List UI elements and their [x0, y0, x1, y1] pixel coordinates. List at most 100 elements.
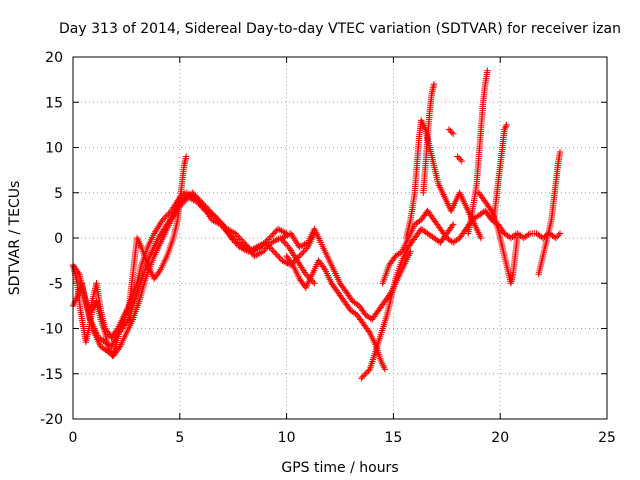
- data-point: [484, 67, 491, 74]
- series-arc-8: [379, 207, 564, 287]
- data-point: [244, 245, 251, 252]
- data-point: [265, 242, 272, 249]
- data-point: [302, 271, 310, 278]
- data-point: [272, 228, 279, 236]
- data-point: [454, 153, 461, 160]
- data-point: [259, 248, 267, 255]
- data-point: [502, 123, 510, 130]
- data-point: [282, 240, 290, 248]
- data-point: [182, 197, 189, 204]
- data-point: [556, 148, 564, 156]
- data-point: [270, 230, 277, 237]
- data-point: [361, 372, 368, 379]
- data-point: [427, 232, 434, 239]
- data-point: [354, 301, 361, 308]
- data-point: [413, 220, 420, 227]
- data-point: [381, 366, 389, 373]
- data-point: [419, 226, 426, 234]
- data-point: [443, 234, 450, 242]
- data-point: [97, 343, 104, 350]
- data-point: [365, 328, 373, 335]
- data-point: [362, 370, 369, 377]
- data-point: [392, 252, 399, 260]
- data-point: [517, 232, 524, 239]
- data-point: [536, 232, 543, 239]
- data-point: [457, 156, 464, 163]
- data-point: [160, 215, 168, 222]
- data-point: [284, 242, 291, 249]
- data-point: [501, 230, 508, 237]
- data-point: [502, 231, 510, 238]
- data-point: [361, 310, 368, 317]
- data-point: [166, 209, 174, 216]
- data-point: [272, 249, 279, 257]
- data-point: [425, 231, 433, 238]
- data-point: [320, 264, 328, 272]
- data-point: [232, 230, 239, 237]
- data-point: [362, 311, 369, 319]
- data-point: [218, 222, 226, 230]
- y-tick-label: 10: [45, 141, 63, 157]
- data-point: [270, 248, 277, 255]
- data-point: [261, 246, 268, 254]
- data-point: [450, 221, 457, 228]
- data-point: [276, 254, 283, 261]
- series-arc-17: [69, 261, 134, 359]
- data-point: [233, 231, 240, 239]
- data-point: [523, 232, 531, 239]
- x-tick-label: 5: [175, 430, 184, 446]
- series-arc-16: [535, 148, 564, 278]
- data-point: [414, 218, 422, 226]
- data-point: [349, 298, 357, 305]
- data-point: [183, 153, 190, 160]
- data-point: [358, 375, 365, 382]
- data-point: [262, 239, 269, 246]
- series-arc-15: [490, 121, 510, 224]
- data-point: [421, 228, 428, 235]
- data-point: [347, 307, 354, 314]
- data-point: [429, 233, 436, 241]
- data-point: [127, 316, 134, 323]
- y-tick-label: -10: [40, 322, 63, 338]
- data-point: [555, 231, 562, 239]
- series-arc-12: [454, 153, 465, 165]
- data-point: [525, 231, 532, 238]
- data-point: [346, 305, 353, 313]
- data-point: [274, 252, 282, 260]
- series-arc-2: [69, 194, 318, 359]
- data-point: [501, 126, 508, 133]
- data-point: [424, 230, 431, 237]
- y-tick-label: -15: [40, 367, 63, 383]
- data-point: [231, 236, 238, 243]
- data-point: [520, 234, 527, 242]
- data-point: [297, 251, 305, 258]
- data-point: [417, 225, 425, 233]
- data-point: [352, 310, 359, 317]
- series-arc-5: [279, 225, 414, 323]
- data-point: [364, 312, 371, 320]
- data-point: [217, 221, 224, 228]
- data-point: [198, 201, 206, 209]
- data-point: [224, 228, 231, 236]
- data-point: [442, 233, 449, 240]
- data-point: [391, 254, 398, 261]
- data-point: [395, 250, 402, 258]
- data-point: [159, 216, 166, 224]
- plot-frame: [72, 56, 608, 420]
- data-point: [191, 194, 198, 201]
- data-point: [242, 243, 250, 251]
- data-point: [221, 225, 228, 233]
- y-tick-label: -20: [40, 412, 63, 428]
- data-point: [514, 234, 521, 242]
- data-point: [487, 206, 494, 213]
- axis-ticks: 0 5 10 15 20 25 -20 -15 -10 -5 0 5 10 15 20: [40, 50, 616, 446]
- data-point: [165, 210, 172, 218]
- data-point: [430, 234, 438, 242]
- series-arc-10: [420, 80, 438, 196]
- data-point: [194, 197, 201, 204]
- data-point: [534, 231, 542, 238]
- data-point: [300, 248, 307, 255]
- data-point: [156, 267, 163, 275]
- data-point: [533, 230, 540, 237]
- x-tick-label: 20: [491, 430, 509, 446]
